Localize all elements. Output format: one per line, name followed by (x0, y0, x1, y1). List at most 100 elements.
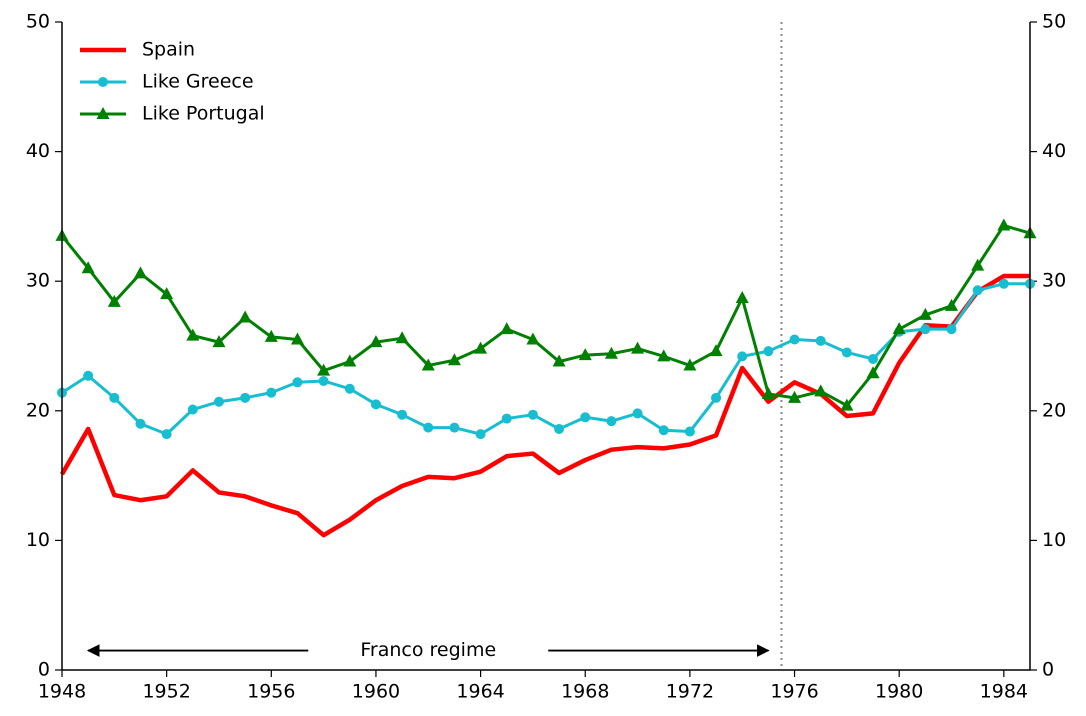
point (892, 322, 906, 335)
point (186, 328, 200, 341)
x-tick-label: 1948 (38, 681, 86, 703)
point (684, 426, 695, 437)
point (266, 387, 277, 398)
point (526, 332, 540, 345)
point (213, 396, 224, 407)
y-tick-label: 20 (26, 399, 50, 421)
point (683, 358, 697, 371)
point (788, 390, 802, 403)
point (501, 413, 512, 424)
point (580, 412, 591, 423)
point (578, 348, 592, 361)
point (997, 218, 1011, 231)
legend-marker (96, 107, 110, 119)
point (945, 298, 959, 311)
point (606, 416, 617, 427)
point (554, 423, 565, 434)
x-tick-label: 1952 (142, 681, 190, 703)
y-tick-label: 10 (26, 529, 50, 551)
point (240, 392, 251, 403)
y2-tick-label: 10 (1042, 529, 1066, 551)
point (238, 310, 252, 323)
y2-tick-label: 0 (1042, 659, 1054, 681)
x-tick-label: 1976 (770, 681, 818, 703)
point (918, 307, 932, 320)
y2-tick-label: 40 (1042, 140, 1066, 162)
annotation-text: Franco regime (360, 639, 496, 661)
x-tick-label: 1956 (247, 681, 295, 703)
point (761, 386, 775, 399)
line (61, 282, 1030, 436)
point (474, 341, 488, 354)
y2-tick-label: 30 (1042, 270, 1066, 292)
point (109, 392, 120, 403)
legend-label: Spain (142, 39, 195, 61)
point (107, 294, 121, 307)
point (447, 353, 461, 366)
point (998, 278, 1009, 289)
point (763, 346, 774, 357)
point (552, 354, 566, 367)
point (711, 392, 722, 403)
point (868, 353, 879, 364)
point (81, 261, 95, 274)
point (395, 331, 409, 344)
point (290, 332, 304, 345)
point (212, 335, 226, 348)
point (421, 358, 435, 371)
point (317, 363, 331, 376)
legend-marker (98, 77, 108, 87)
point (631, 341, 645, 354)
x-tick-label: 1960 (352, 681, 400, 703)
point (657, 349, 671, 362)
point (475, 429, 486, 440)
point (946, 324, 957, 335)
legend-label: Like Greece (142, 71, 254, 93)
point (972, 285, 983, 296)
point (133, 266, 147, 279)
point (500, 322, 514, 335)
y2-tick-label: 20 (1042, 399, 1066, 421)
point (527, 409, 538, 420)
y-tick-label: 0 (38, 659, 50, 681)
point (423, 422, 434, 433)
point (971, 258, 985, 271)
point (840, 398, 854, 411)
point (369, 335, 383, 348)
point (449, 422, 460, 433)
point (866, 366, 880, 379)
point (397, 409, 408, 420)
point (841, 347, 852, 358)
point (343, 354, 357, 367)
y-tick-label: 30 (26, 270, 50, 292)
point (814, 384, 828, 397)
x-tick-label: 1964 (456, 681, 504, 703)
point (815, 335, 826, 346)
point (161, 429, 172, 440)
point (135, 418, 146, 429)
line (60, 223, 1031, 408)
point (187, 404, 198, 415)
x-tick-label: 1968 (561, 681, 609, 703)
x-tick-label: 1984 (980, 681, 1028, 703)
point (264, 329, 278, 342)
legend-label: Like Portugal (142, 103, 265, 125)
y-tick-label: 40 (26, 140, 50, 162)
point (709, 344, 723, 357)
point (920, 324, 931, 335)
point (789, 334, 800, 345)
point (658, 425, 669, 436)
point (632, 408, 643, 419)
y-tick-label: 50 (26, 11, 50, 33)
y2-tick-label: 50 (1042, 11, 1066, 33)
line (60, 273, 1030, 538)
point (344, 383, 355, 394)
x-tick-label: 1972 (666, 681, 714, 703)
point (318, 375, 329, 386)
point (83, 370, 94, 381)
point (292, 377, 303, 388)
axes-frame (61, 22, 1031, 671)
point (160, 287, 174, 300)
point (604, 346, 618, 359)
